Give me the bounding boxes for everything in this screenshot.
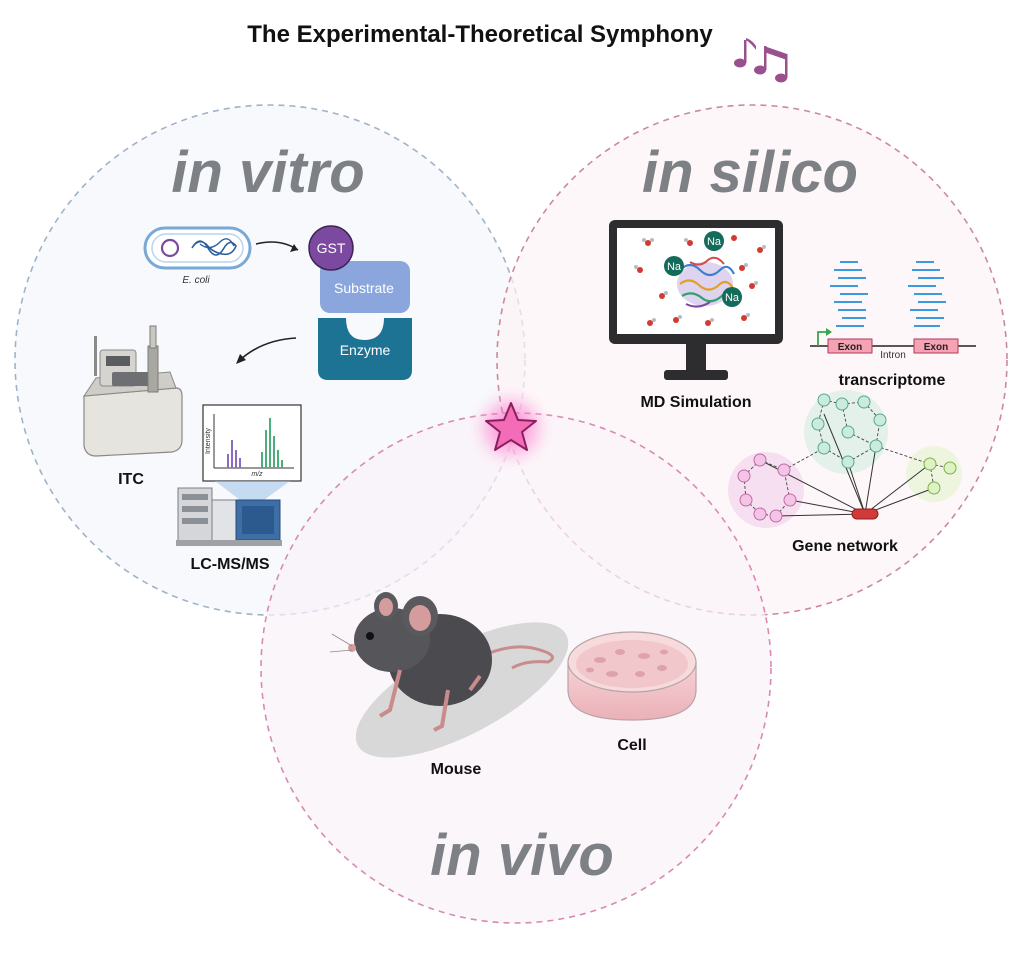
exon-label-2: Exon: [924, 342, 948, 353]
lcms-label: LC-MS/MS: [190, 556, 269, 573]
sodium-ion-3: [722, 287, 742, 307]
mouse-label: Mouse: [431, 761, 482, 778]
substrate-box: [320, 261, 410, 313]
ecoli-label: E. coli: [182, 275, 210, 286]
protein-structure-icon: [677, 256, 735, 308]
music-notes-icon: [734, 38, 788, 83]
promoter-arrow-icon: [817, 331, 828, 346]
diagram-title: The Experimental-Theoretical Symphony: [247, 21, 713, 48]
spectrum-beam: [215, 481, 290, 500]
intron-label: Intron: [880, 350, 906, 361]
enzyme-label: Enzyme: [340, 342, 391, 358]
hydrogen-atoms: [634, 238, 766, 322]
exon-box-2: [913, 338, 959, 354]
spectrum-x-label: m/z: [251, 471, 263, 478]
exon-box-1: [827, 338, 873, 354]
itc-instrument-icon: [83, 325, 183, 457]
sodium-ion-label-1: Na: [707, 236, 722, 248]
enzyme-to-itc-arrow: [239, 337, 297, 361]
sodium-ion-2: [664, 256, 684, 276]
spectrum-y-label: Intensity: [205, 427, 212, 454]
gst-label: GST: [317, 240, 346, 256]
promoter-arrowhead: [826, 328, 832, 336]
sequencing-reads-icon: [830, 261, 946, 327]
water-molecules-icon: [637, 235, 763, 326]
arrowhead: [236, 354, 246, 364]
sodium-ion-1: [704, 231, 724, 251]
in-vitro-label: in vitro: [171, 140, 364, 205]
mouse-icon: [329, 592, 554, 732]
in-vivo-label: in vivo: [430, 823, 614, 888]
cell-dish-icon: [567, 631, 697, 721]
gene-network-graph: [728, 390, 962, 528]
itc-label: ITC: [118, 471, 144, 488]
sodium-ion-label-2: Na: [667, 261, 682, 273]
md-simulation-label: MD Simulation: [640, 394, 751, 411]
star-icon: [485, 402, 537, 451]
in-silico-label: in silico: [642, 140, 858, 205]
exon-label-1: Exon: [838, 342, 862, 353]
sodium-ion-label-3: Na: [725, 292, 740, 304]
gst-tag: [308, 225, 354, 271]
mass-spectrum-plot: [202, 404, 302, 482]
substrate-label: Substrate: [334, 280, 394, 296]
cell-label: Cell: [617, 737, 646, 754]
lcms-instrument-icon: [176, 487, 282, 546]
transcriptome-label: transcriptome: [839, 372, 946, 389]
arrowhead: [290, 244, 298, 252]
enzyme-box: [318, 318, 412, 380]
gene-network-label: Gene network: [792, 538, 898, 555]
ecoli-icon: [143, 226, 252, 270]
